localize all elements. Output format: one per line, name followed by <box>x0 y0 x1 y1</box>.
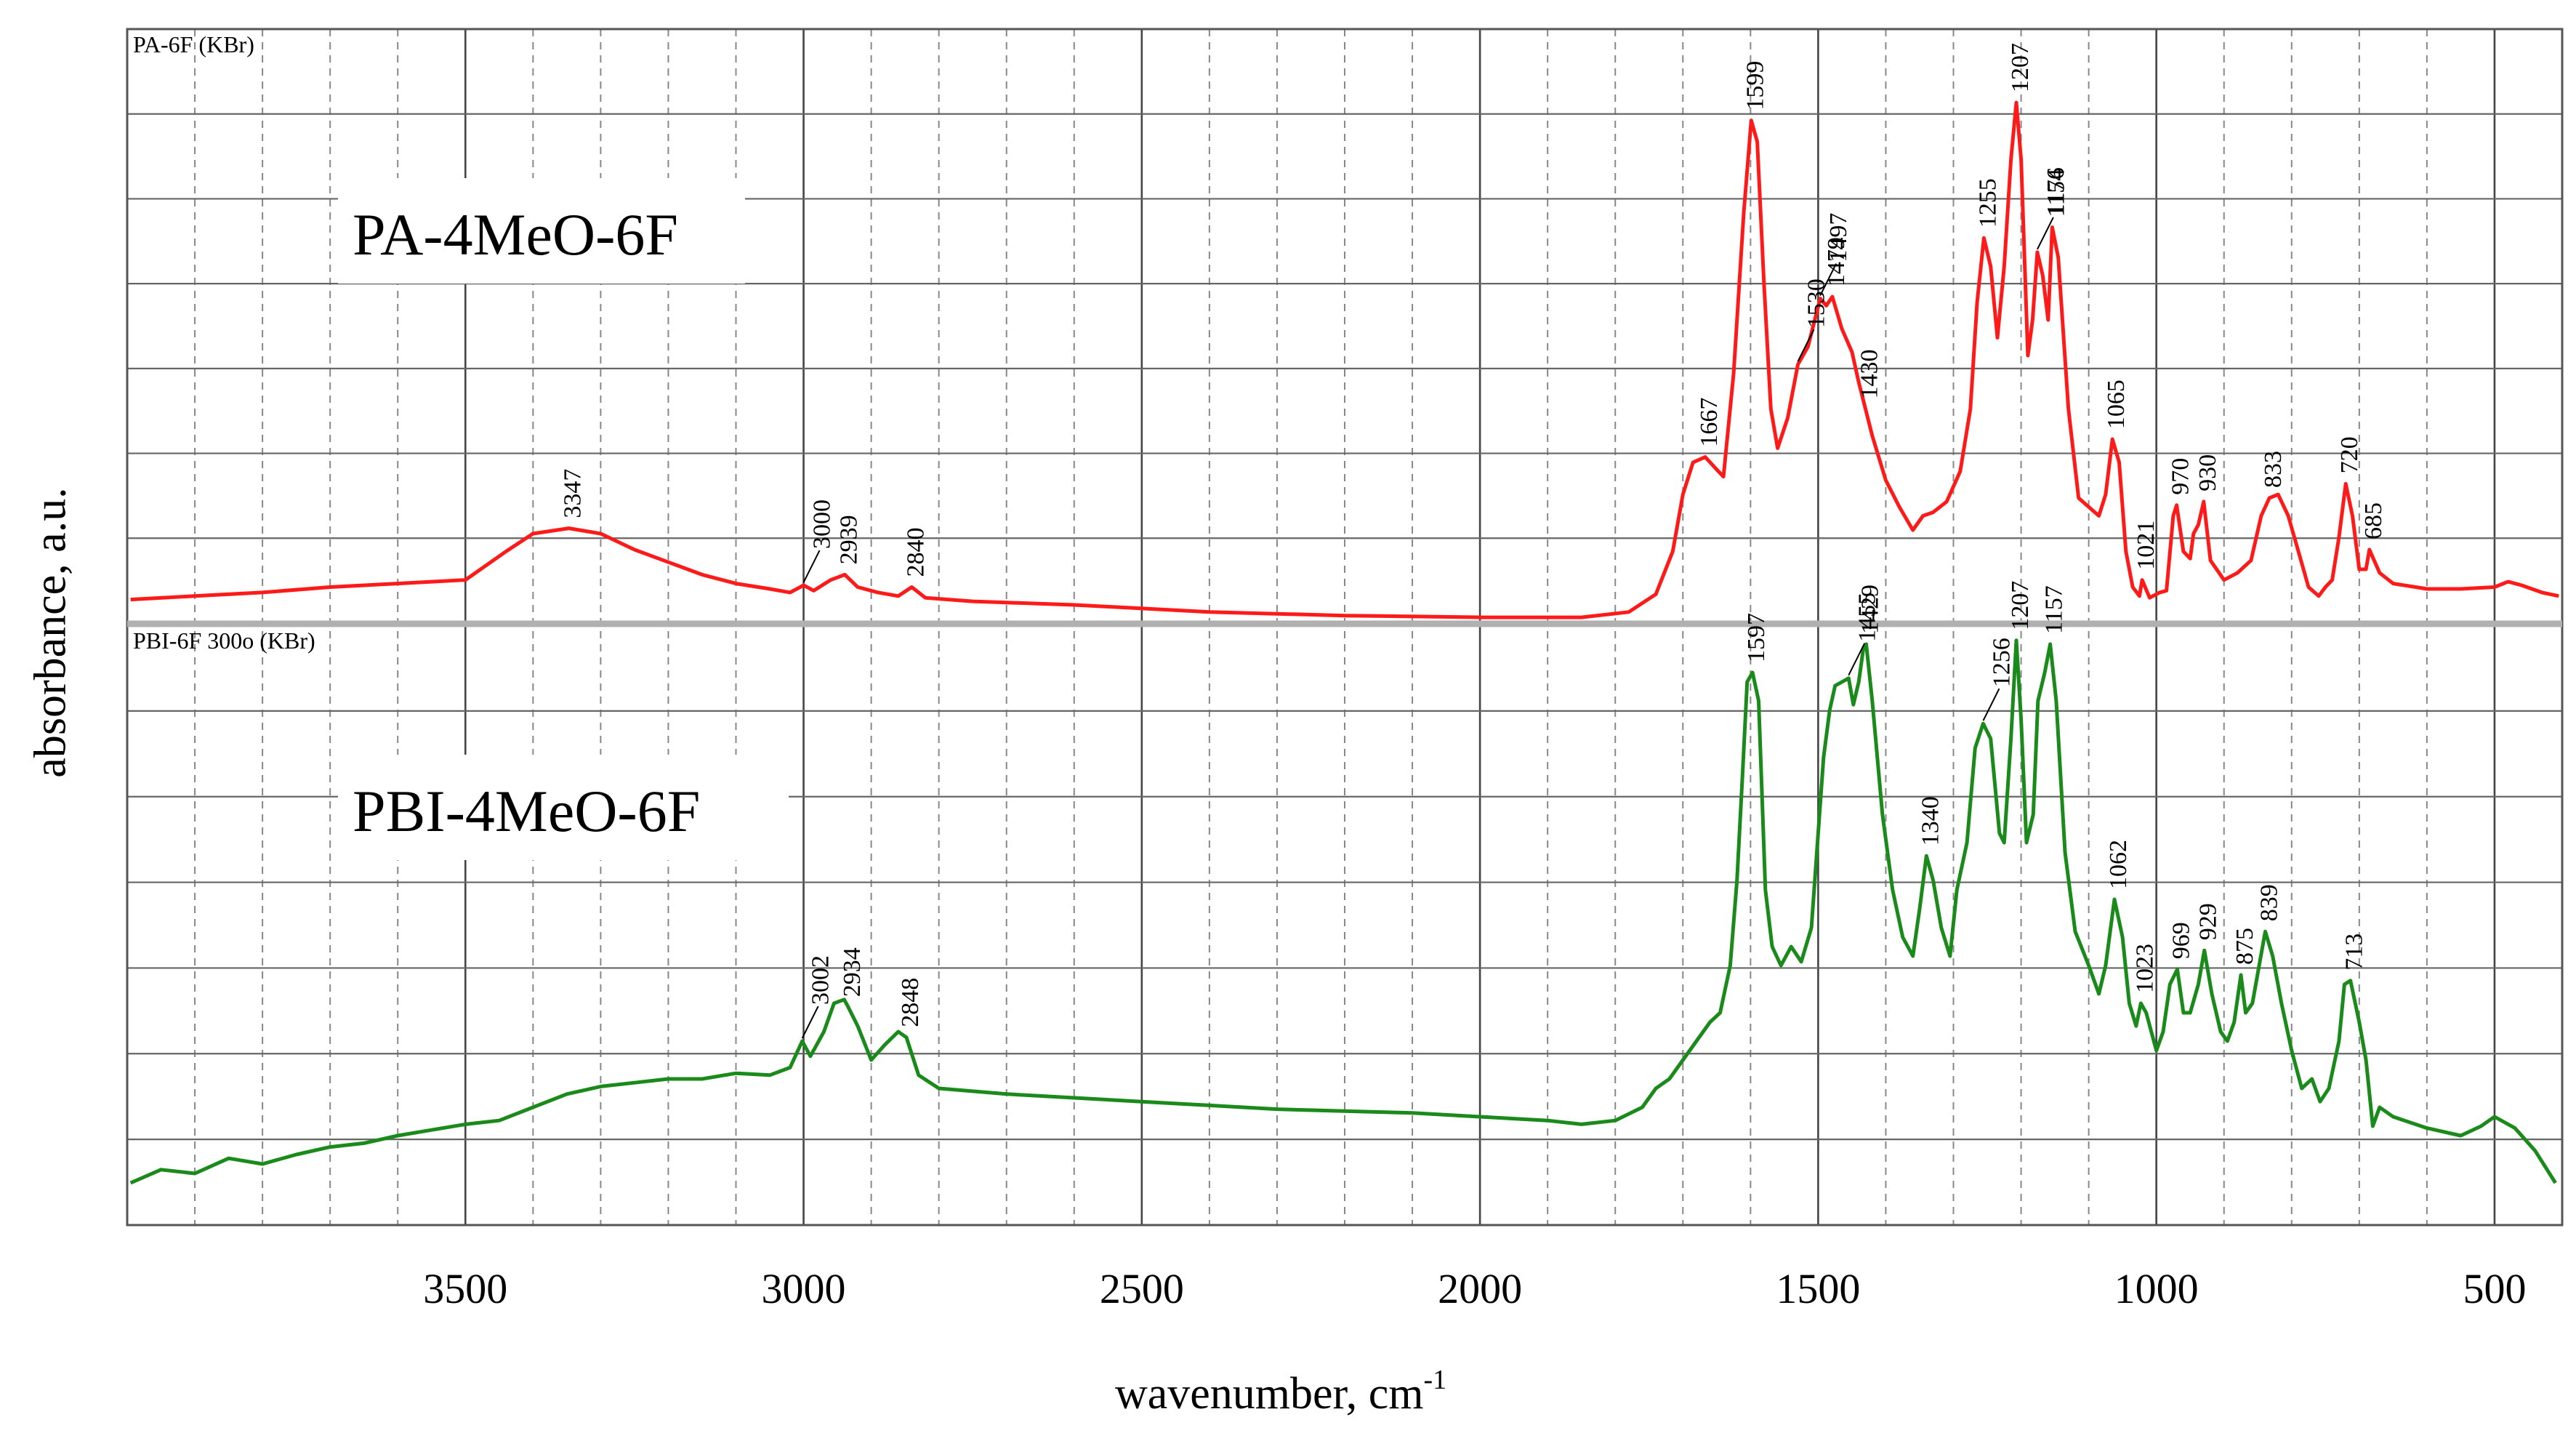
peak-label: 929 <box>2195 903 2222 940</box>
peak-label: 3000 <box>809 499 836 549</box>
peak-label-leader <box>2036 217 2054 250</box>
series-line <box>130 100 2559 619</box>
peak-label: 930 <box>2194 454 2221 491</box>
peak-label: 839 <box>2255 884 2282 921</box>
peak-label: 1065 <box>2103 380 2130 429</box>
peak-label: 2840 <box>902 528 929 577</box>
peak-label: 1207 <box>2007 581 2034 630</box>
series-name-label: PBI-4MeO-6F <box>353 778 700 844</box>
peak-label: 1667 <box>1696 398 1723 447</box>
peak-label: 1497 <box>1825 213 1852 262</box>
peak-label: 2939 <box>835 515 862 564</box>
peak-label: 2848 <box>897 978 924 1027</box>
peak-label: 1256 <box>1988 638 2015 687</box>
x-tick-label: 1000 <box>2114 1265 2199 1312</box>
peak-label: 3002 <box>808 955 834 1005</box>
x-axis-label: wavenumber, cm <box>1115 1369 1424 1418</box>
peak-label: 1429 <box>1856 585 1883 634</box>
y-axis-label: absorbance, a.u. <box>25 487 76 778</box>
peak-label: 1021 <box>2133 521 2160 570</box>
peak-label: 1479 <box>1823 237 1850 286</box>
x-tick-label: 500 <box>2463 1265 2526 1312</box>
peak-label-leader <box>801 1005 819 1039</box>
x-tick-label: 3500 <box>423 1265 507 1312</box>
peak-label: 1023 <box>2131 944 2158 993</box>
series-line <box>129 638 2557 1185</box>
panel-corner-label: PBI-6F 300o (KBr) <box>133 627 315 654</box>
peak-label: 969 <box>2168 922 2195 959</box>
series-name-label: PA-4MeO-6F <box>353 201 678 268</box>
peak-label: 1597 <box>1743 613 1770 662</box>
series-label-box <box>338 755 789 860</box>
peak-label: 875 <box>2231 928 2258 965</box>
series-lines <box>129 100 2559 1185</box>
peak-label: 1455 <box>1853 593 1880 642</box>
peak-label: 1599 <box>1742 61 1768 111</box>
panels: PA-6F (KBr) PBI-6F 300o (KBr) <box>126 28 2564 1227</box>
series-name-labels: PA-4MeO-6F PBI-4MeO-6F <box>338 178 789 860</box>
series-label-box <box>338 178 745 284</box>
peak-label: 833 <box>2260 451 2287 488</box>
peak-label: 2934 <box>839 947 866 997</box>
peak-label: 1062 <box>2105 840 2132 889</box>
peak-label: 3347 <box>560 469 587 518</box>
x-tick-label: 3000 <box>762 1265 846 1312</box>
peak-label: 1207 <box>2007 43 2034 92</box>
peak-label-leader <box>1982 688 2000 721</box>
peak-label-leader <box>1797 329 1815 362</box>
peak-label: 1176 <box>2042 167 2069 216</box>
x-axis-ticks: 3500 3000 2500 2000 1500 1000 500 <box>423 1265 2526 1312</box>
x-tick-label: 1500 <box>1776 1265 1860 1312</box>
peak-label: 1340 <box>1917 796 1944 846</box>
peak-label: 685 <box>2360 502 2387 539</box>
x-tick-label: 2500 <box>1100 1265 1184 1312</box>
peak-label: 1255 <box>1974 178 2001 228</box>
peak-label: 1154 <box>2042 169 2069 217</box>
peak-label: 970 <box>2168 458 2194 495</box>
peak-label-leader <box>1819 263 1838 297</box>
x-axis-label-superscript: -1 <box>1423 1365 1447 1395</box>
x-axis-label-wrap: wavenumber, cm-1 <box>1115 1365 1447 1420</box>
peak-label-leader <box>1848 643 1866 676</box>
peak-label: 713 <box>2341 934 2368 971</box>
peak-label: 1430 <box>1856 350 1883 399</box>
y-axis-label-wrap: absorbance, a.u. <box>7 15 94 1251</box>
peak-label: 720 <box>2336 436 2363 473</box>
peak-label-leader <box>802 550 821 583</box>
panel-frame <box>126 28 2564 625</box>
peak-label: 1157 <box>2041 585 2068 634</box>
panel-corner-label: PA-6F (KBr) <box>133 31 254 57</box>
x-tick-label: 2000 <box>1438 1265 1522 1312</box>
